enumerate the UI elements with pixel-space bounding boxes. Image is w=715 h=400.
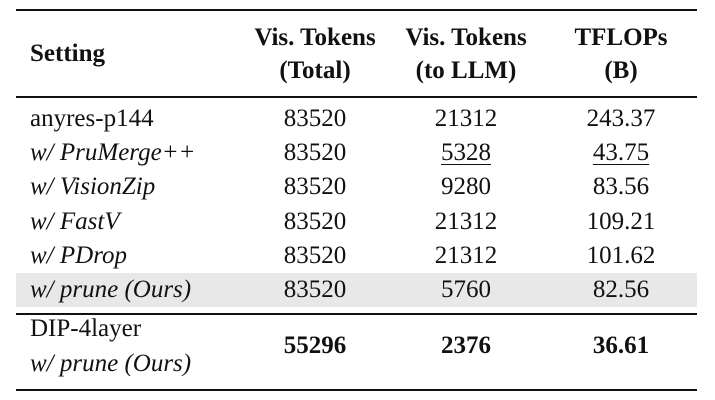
row-to-llm: 21312 <box>434 241 498 269</box>
row-setting: w/ VisionZip <box>30 173 156 201</box>
row-to-llm: 5760 <box>387 272 545 308</box>
row-tflops: 101.62 <box>586 241 656 269</box>
dip-method-name: w/ prune (Ours) <box>30 350 192 378</box>
row-to-llm: 21312 <box>434 207 498 235</box>
row-total: 83520 <box>283 207 347 235</box>
table-row-highlighted: w/ prune (Ours) 83520 5760 82.56 <box>16 272 697 308</box>
row-setting: w/ PDrop <box>30 241 127 269</box>
row-setting: DIP-4layer w/ prune (Ours) <box>16 311 243 381</box>
row-setting: w/ prune (Ours) <box>16 272 243 308</box>
results-table: Setting Vis. Tokens (Total) Vis. Tokens (t… <box>16 11 697 381</box>
table-row: w/ PruMerge++ 83520 5328 43.75 <box>16 136 697 170</box>
row-setting: w/ FastV <box>30 207 120 235</box>
row-to-llm: 21312 <box>434 105 498 133</box>
header-rule <box>16 96 697 98</box>
mid-rule <box>16 313 697 315</box>
row-total: 83520 <box>283 139 347 167</box>
row-tflops: 109.21 <box>586 207 656 235</box>
row-total: 83520 <box>283 105 347 133</box>
bottom-rule <box>16 389 697 391</box>
row-total: 83520 <box>283 173 347 201</box>
row-to-llm: 9280 <box>441 173 491 201</box>
table-row: anyres-p144 83520 21312 243.37 <box>16 102 697 136</box>
underlined-value: 5328 <box>441 139 491 167</box>
row-total: 83520 <box>243 272 387 308</box>
row-tflops: 36.61 <box>592 332 650 360</box>
row-to-llm: 5328 <box>387 136 545 170</box>
row-setting: w/ PruMerge++ <box>30 139 196 167</box>
row-tflops: 82.56 <box>545 272 697 308</box>
row-tflops: 43.75 <box>545 136 697 170</box>
row-to-llm: 2376 <box>441 332 491 360</box>
top-rule <box>16 9 697 11</box>
row-total: 83520 <box>283 241 347 269</box>
header-vis-tokens-total: Vis. Tokens (Total) <box>254 23 376 84</box>
row-setting: anyres-p144 <box>30 105 154 133</box>
table-row-dip: DIP-4layer w/ prune (Ours) 55296 2376 36… <box>16 311 697 381</box>
table-row: w/ PDrop 83520 21312 101.62 <box>16 239 697 273</box>
table-row: w/ FastV 83520 21312 109.21 <box>16 205 697 239</box>
row-tflops: 83.56 <box>592 173 650 201</box>
header-setting: Setting <box>30 40 105 67</box>
row-total: 55296 <box>283 332 347 360</box>
header-vis-tokens-to-llm: Vis. Tokens (to LLM) <box>405 23 527 84</box>
underlined-value: 43.75 <box>592 139 650 167</box>
header-row: Setting Vis. Tokens (Total) Vis. Tokens (t… <box>16 11 697 96</box>
header-tflops: TFLOPs (B) <box>574 23 668 84</box>
row-tflops: 243.37 <box>586 105 656 133</box>
table-row: w/ VisionZip 83520 9280 83.56 <box>16 170 697 204</box>
dip-model-name: DIP-4layer <box>30 315 142 343</box>
